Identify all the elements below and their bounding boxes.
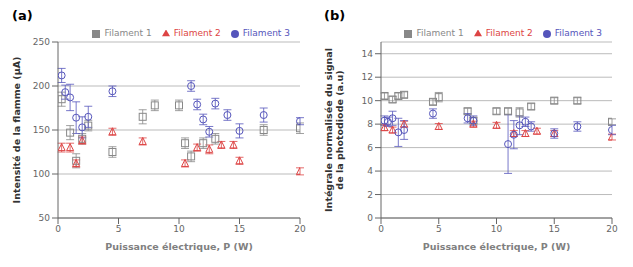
svg-text:14: 14: [362, 49, 374, 59]
svg-text:20: 20: [606, 224, 618, 234]
html-text:(b): (b): [324, 8, 346, 23]
html-text:(a): (a): [12, 8, 33, 23]
html-text:Filament 1: Filament 1: [104, 28, 152, 38]
svg-text:50: 50: [39, 213, 51, 223]
svg-text:5: 5: [116, 224, 122, 234]
svg-text:0: 0: [378, 224, 384, 234]
svg-text:100: 100: [33, 169, 50, 179]
svg-text:Puissance électrique, P (W): Puissance électrique, P (W): [105, 241, 252, 252]
svg-text:Puissance électrique, P (W): Puissance électrique, P (W): [423, 241, 570, 252]
svg-text:250: 250: [33, 37, 50, 47]
html-text:Filament 3: Filament 3: [242, 28, 290, 38]
svg-text:6: 6: [367, 143, 373, 153]
svg-text:15: 15: [234, 224, 245, 234]
svg-text:5: 5: [436, 224, 442, 234]
html-text:Filament 1: Filament 1: [416, 28, 464, 38]
svg-text:10: 10: [362, 96, 374, 106]
svg-text:200: 200: [33, 81, 50, 91]
svg-text:150: 150: [33, 125, 50, 135]
svg-text:2: 2: [367, 190, 373, 200]
svg-text:0: 0: [367, 213, 373, 223]
svg-text:20: 20: [294, 224, 306, 234]
svg-text:Intégrale normalisée du signal: Intégrale normalisée du signalde la phot…: [323, 48, 345, 212]
svg-text:12: 12: [362, 72, 373, 82]
svg-text:8: 8: [367, 119, 373, 129]
html-text:Filament 3: Filament 3: [554, 28, 602, 38]
svg-text:0: 0: [55, 224, 61, 234]
svg-text:15: 15: [549, 224, 560, 234]
html-text:Filament 2: Filament 2: [173, 28, 221, 38]
svg-text:4: 4: [367, 166, 373, 176]
svg-text:Intensité de la flamme (µA): Intensité de la flamme (µA): [11, 57, 22, 204]
svg-text:10: 10: [491, 224, 503, 234]
html-text:Filament 2: Filament 2: [485, 28, 533, 38]
svg-text:10: 10: [173, 224, 185, 234]
